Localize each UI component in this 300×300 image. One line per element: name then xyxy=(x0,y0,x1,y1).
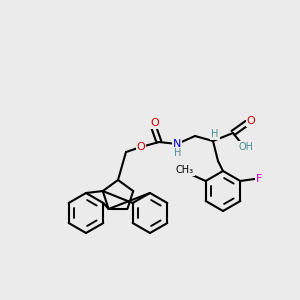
Text: H: H xyxy=(211,129,219,139)
Text: CH₃: CH₃ xyxy=(176,165,194,175)
Text: N: N xyxy=(173,139,181,149)
Text: O: O xyxy=(247,116,255,126)
Text: H: H xyxy=(174,148,182,158)
Text: O: O xyxy=(136,142,146,152)
Text: F: F xyxy=(256,174,262,184)
Text: OH: OH xyxy=(238,142,253,152)
Text: O: O xyxy=(151,118,159,128)
